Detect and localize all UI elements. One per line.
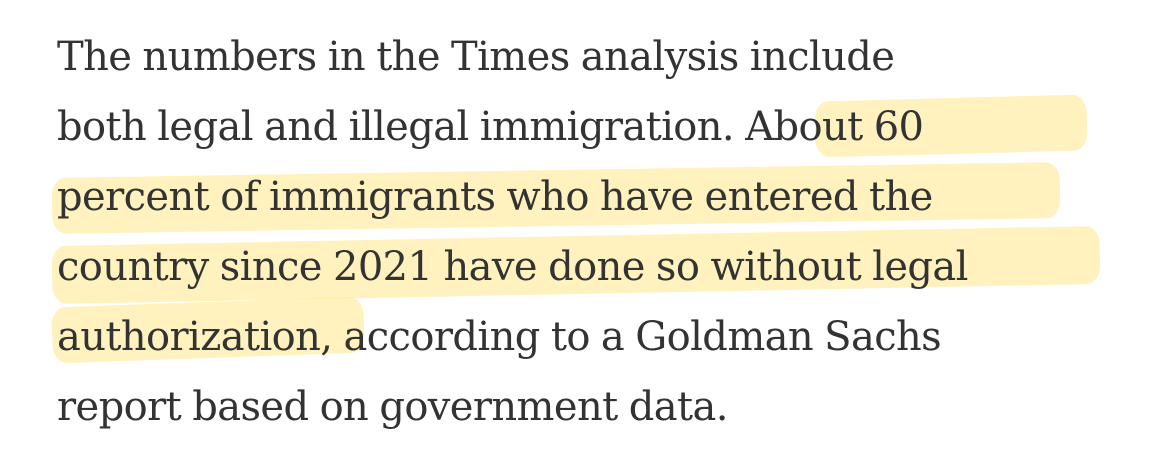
highlighted-text: country since 2021 have done so without … <box>57 244 968 290</box>
line-text: both legal and illegal immigration. <box>57 104 735 150</box>
paragraph-line-6: report based on government data. <box>57 372 1137 442</box>
line-text: , according to a Goldman Sachs <box>320 314 942 360</box>
line-text: The numbers in the Times analysis includ… <box>57 34 895 80</box>
paragraph-line-3: percent of immigrants who have entered t… <box>57 162 1137 232</box>
paragraph-line-4: country since 2021 have done so without … <box>57 232 1137 302</box>
highlighted-text: authorization <box>57 314 321 360</box>
line-text: report based on government data. <box>57 384 728 430</box>
paragraph-line-5: authorization, according to a Goldman Sa… <box>57 302 1137 372</box>
paragraph-line-1: The numbers in the Times analysis includ… <box>57 22 1137 92</box>
highlighted-text: About 60 <box>745 104 924 150</box>
article-paragraph: The numbers in the Times analysis includ… <box>57 22 1137 442</box>
paragraph-line-2: both legal and illegal immigration. Abou… <box>57 92 1137 162</box>
highlighted-text: percent of immigrants who have entered t… <box>57 174 933 220</box>
